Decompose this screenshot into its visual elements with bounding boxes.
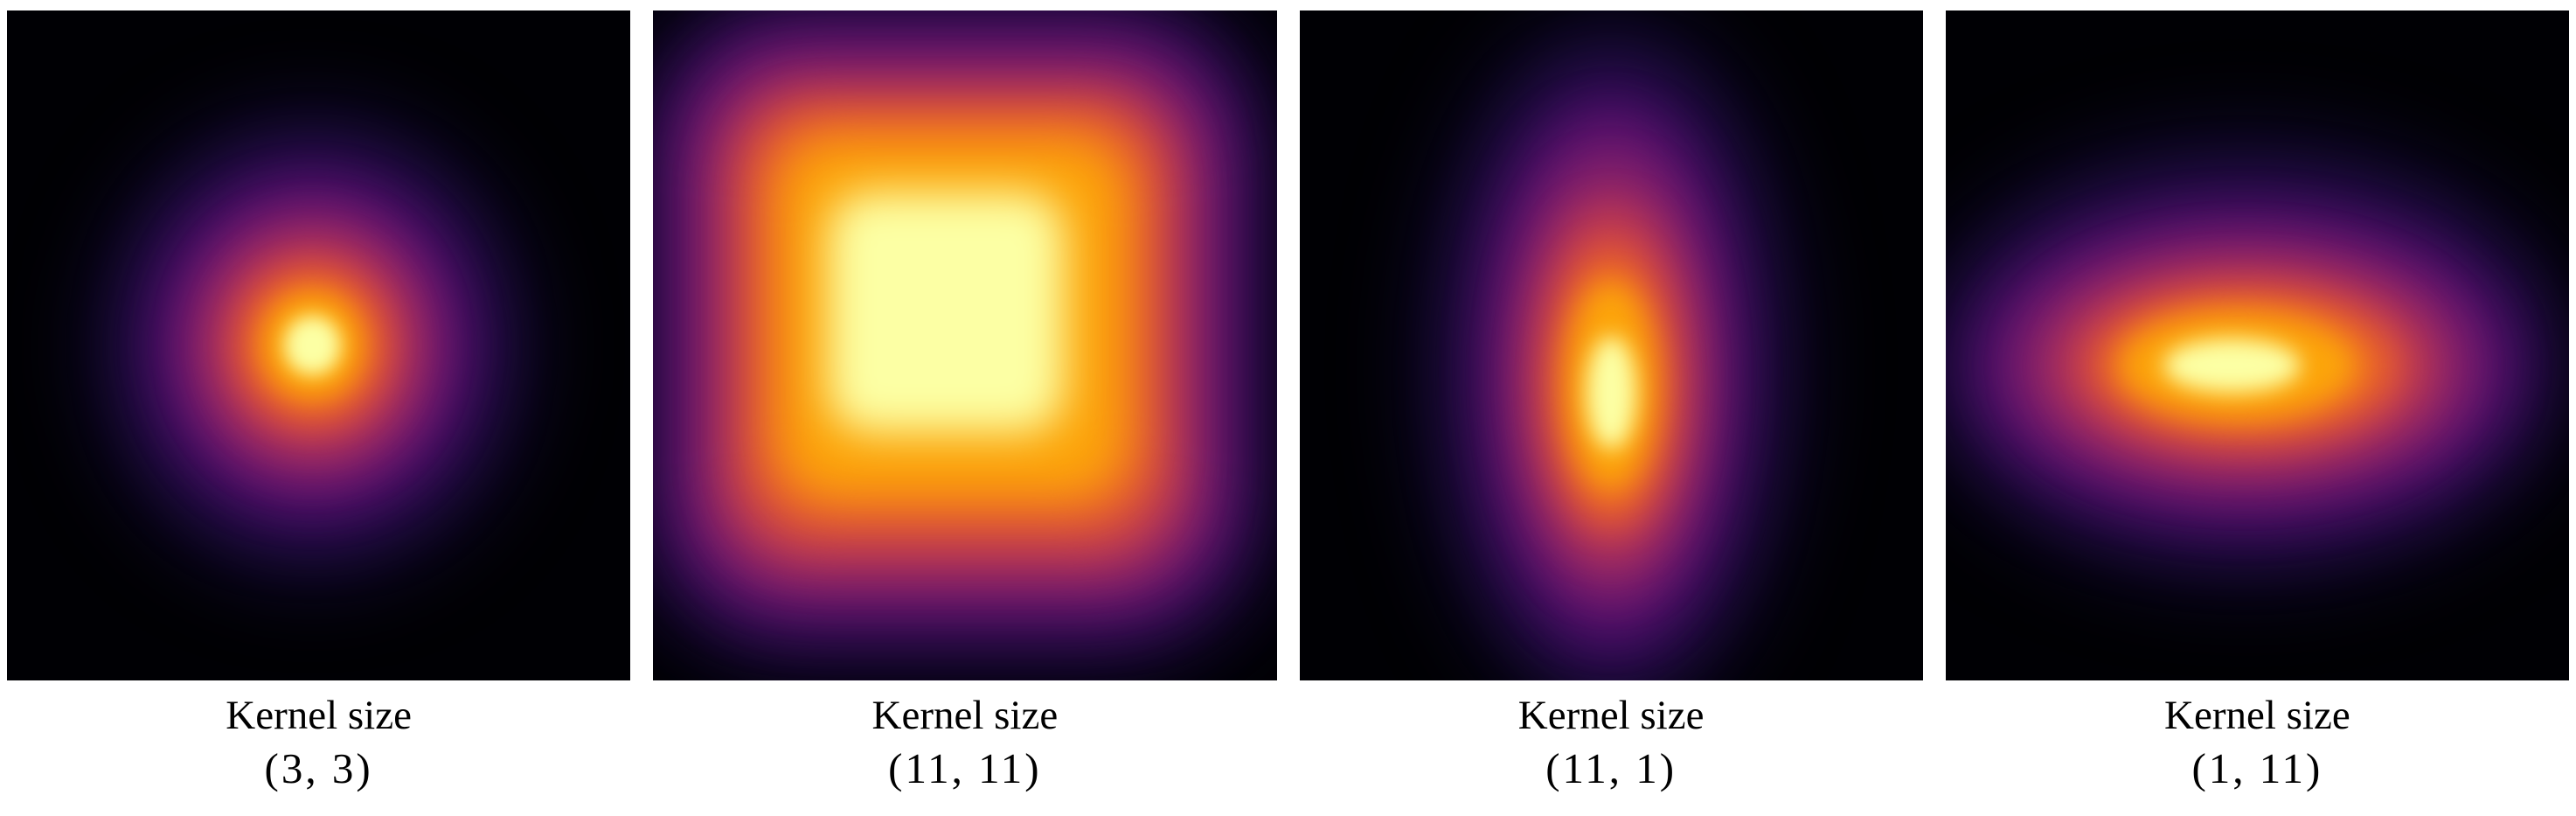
figure-cell-2: Kernel size (11, 11) [653,10,1277,796]
heatmap-contour [1586,335,1636,450]
figure-cell-1: Kernel size (3, 3) [7,10,631,796]
heatmap-contour [2163,338,2302,393]
figure-cell-3: Kernel size (11, 1) [1299,10,1923,796]
panel-caption-title: Kernel size [871,693,1059,738]
panel-caption-kernel-size: (11, 1) [1545,744,1677,792]
panel-caption-title: Kernel size [1517,693,1705,738]
panel-caption-kernel-size: (1, 11) [2191,744,2323,792]
panel-caption-kernel-size: (3, 3) [264,744,373,792]
heatmap-panel-3x3 [7,10,631,680]
panel-caption-title: Kernel size [226,693,412,738]
heatmap-panel-1x11 [1945,10,2569,680]
figure-cell-4: Kernel size (1, 11) [1945,10,2569,796]
heatmap-panel-11x11 [653,10,1277,680]
panel-caption-kernel-size: (11, 11) [888,744,1042,792]
heatmap-panel-11x1 [1299,10,1923,680]
heatmap-contour [827,191,1065,433]
heatmap-contour [284,315,341,376]
heatmap-row: Kernel size (3, 3) Kernel size (11, 11) … [7,10,2569,796]
panel-caption-title: Kernel size [2164,693,2350,738]
